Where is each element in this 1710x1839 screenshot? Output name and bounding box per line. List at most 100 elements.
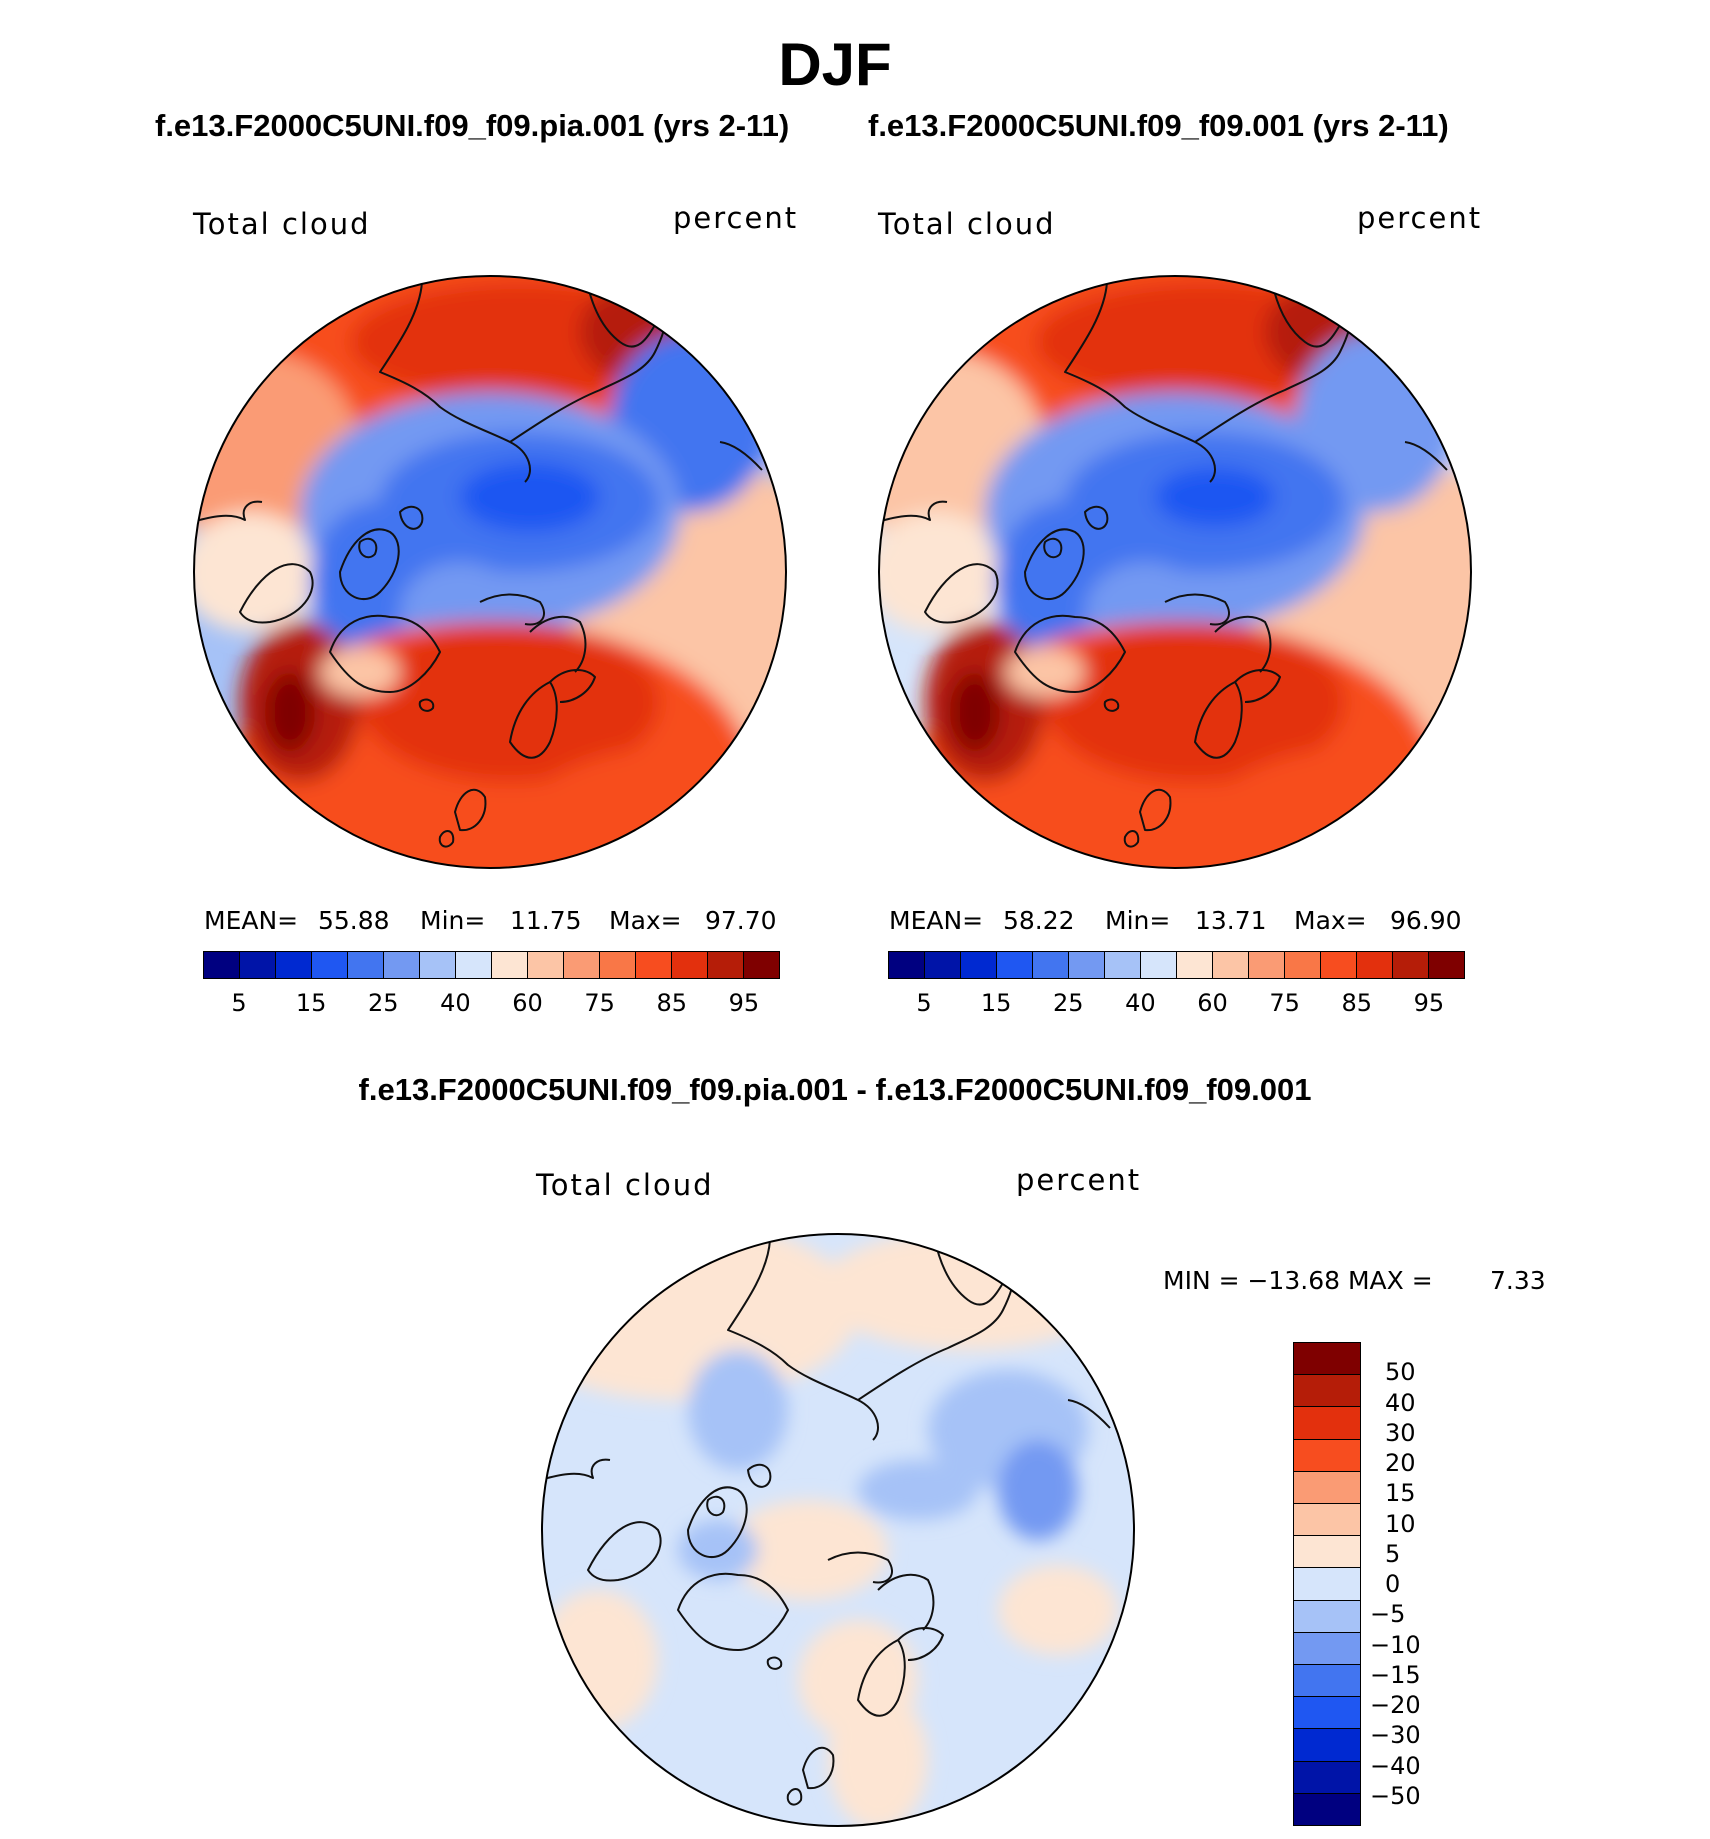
- coastline: [1214, 615, 1272, 673]
- coastline: [587, 1521, 662, 1582]
- coastline: [1194, 681, 1243, 759]
- colorbar-swatch: [889, 952, 925, 978]
- colorbar-tick-label: 40: [1385, 1388, 1416, 1417]
- colorbar-swatch: [528, 952, 564, 978]
- colorbar-tick-label: 5: [1385, 1539, 1401, 1568]
- cloud-region: [950, 672, 1000, 752]
- colorbar-tick-label: −10: [1370, 1630, 1421, 1659]
- colorbar-tick-label: 10: [1385, 1509, 1416, 1538]
- colorbar-swatch: [1294, 1568, 1360, 1601]
- right-units-label: percent: [1357, 201, 1483, 235]
- right-polar-map: [878, 275, 1472, 869]
- colorbar-swatch: [1105, 952, 1141, 978]
- coastline: [857, 1639, 906, 1717]
- colorbar-swatch: [636, 952, 672, 978]
- diff-field-label: Total cloud: [536, 1168, 714, 1202]
- cloud-region: [1155, 467, 1275, 527]
- diff-title: f.e13.F2000C5UNI.f09_f09.pia.001 - f.e13…: [358, 1072, 1312, 1107]
- coastline: [529, 615, 587, 673]
- colorbar-tick-label: −5: [1370, 1600, 1406, 1629]
- cloud-region: [1005, 647, 1085, 697]
- coastline: [1404, 441, 1448, 471]
- map-boundary: [541, 1233, 1135, 1827]
- colorbar-tick-label: 15: [295, 989, 327, 1017]
- coastline: [879, 500, 948, 523]
- coastline: [932, 1234, 1009, 1306]
- coastline: [1043, 537, 1063, 559]
- right-mean-label: MEAN=: [889, 906, 984, 935]
- cloud-region: [879, 512, 1005, 632]
- colorbar-tick-label: 5: [231, 989, 247, 1017]
- colorbar-tick-label: 85: [1341, 989, 1373, 1017]
- coastline: [1084, 505, 1109, 530]
- coastline: [727, 1239, 879, 1441]
- colorbar-swatch: [456, 952, 492, 978]
- colorbar-tick-label: 60: [512, 989, 543, 1017]
- colorbar-swatch: [1294, 1697, 1360, 1730]
- cloud-anomaly: [828, 1690, 928, 1826]
- colorbar-tick-label: 5: [916, 989, 932, 1017]
- cloud-anomaly: [858, 1460, 978, 1520]
- diff-units-label: percent: [1016, 1163, 1142, 1197]
- colorbar-swatch: [672, 952, 708, 978]
- colorbar-tick-label: 75: [1269, 989, 1300, 1017]
- colorbar-tick-label: 20: [1385, 1449, 1416, 1477]
- left-mean-value: 55.88: [318, 906, 390, 935]
- coastline: [786, 1788, 803, 1806]
- left-field-label: Total cloud: [193, 207, 371, 241]
- colorbar-swatch: [1357, 952, 1393, 978]
- colorbar-swatch: [1429, 952, 1464, 978]
- season-title: DJF: [778, 31, 892, 98]
- colorbar-swatch: [1177, 952, 1213, 978]
- colorbar-tick-label: 50: [1385, 1358, 1416, 1387]
- coastline: [399, 505, 424, 530]
- cloud-region: [194, 512, 320, 632]
- cloud-anomaly: [688, 1350, 788, 1470]
- colorbar-swatch: [312, 952, 348, 978]
- colorbar-swatch: [1321, 952, 1357, 978]
- map-boundary: [878, 275, 1472, 869]
- coastline: [924, 563, 999, 624]
- colorbar-swatch: [384, 952, 420, 978]
- left-mean-label: MEAN=: [204, 906, 299, 935]
- diff-colorbar: [1293, 1342, 1361, 1826]
- left-max-value: 97.70: [705, 906, 777, 935]
- coastline: [1064, 281, 1216, 483]
- colorbar-swatch: [1294, 1375, 1360, 1408]
- colorbar-tick-label: 0: [1385, 1570, 1401, 1598]
- colorbar-swatch: [1141, 952, 1177, 978]
- colorbar-swatch: [1249, 952, 1285, 978]
- coastline: [479, 593, 545, 626]
- left-min-label: Min=: [420, 906, 486, 935]
- cloud-anomaly: [542, 1234, 858, 1400]
- colorbar-swatch: [1213, 952, 1249, 978]
- cloud-anomaly: [998, 1565, 1118, 1655]
- colorbar-swatch: [564, 952, 600, 978]
- colorbar-tick-label: 25: [368, 989, 399, 1017]
- colorbar-swatch: [1294, 1407, 1360, 1440]
- coastline: [706, 1495, 726, 1517]
- diff-polar-map: [541, 1233, 1135, 1827]
- coastline: [766, 1656, 783, 1670]
- colorbar-swatch: [1393, 952, 1429, 978]
- coastline: [747, 1463, 772, 1488]
- colorbar-swatch: [1294, 1504, 1360, 1537]
- colorbar-swatch: [348, 952, 384, 978]
- coastline: [877, 1573, 935, 1631]
- left-polar-map: [193, 275, 787, 869]
- cloud-anomaly: [998, 1440, 1078, 1540]
- coastline: [719, 441, 763, 471]
- coastline: [1014, 614, 1126, 693]
- colorbar-swatch: [925, 952, 961, 978]
- colorbar-tick-label: −15: [1370, 1660, 1421, 1689]
- coastline: [194, 500, 263, 523]
- coastline: [677, 1572, 789, 1651]
- colorbar-tick-label: 25: [1053, 989, 1084, 1017]
- colorbar-swatch: [961, 952, 997, 978]
- cloud-region: [320, 647, 400, 697]
- coastline: [687, 1486, 748, 1559]
- coastline: [329, 614, 441, 693]
- coastline: [339, 528, 400, 601]
- coastline: [379, 281, 531, 483]
- colorbar-tick-label: −50: [1370, 1781, 1421, 1810]
